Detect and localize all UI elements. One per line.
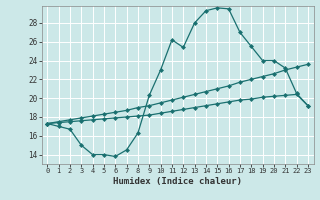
X-axis label: Humidex (Indice chaleur): Humidex (Indice chaleur)	[113, 177, 242, 186]
